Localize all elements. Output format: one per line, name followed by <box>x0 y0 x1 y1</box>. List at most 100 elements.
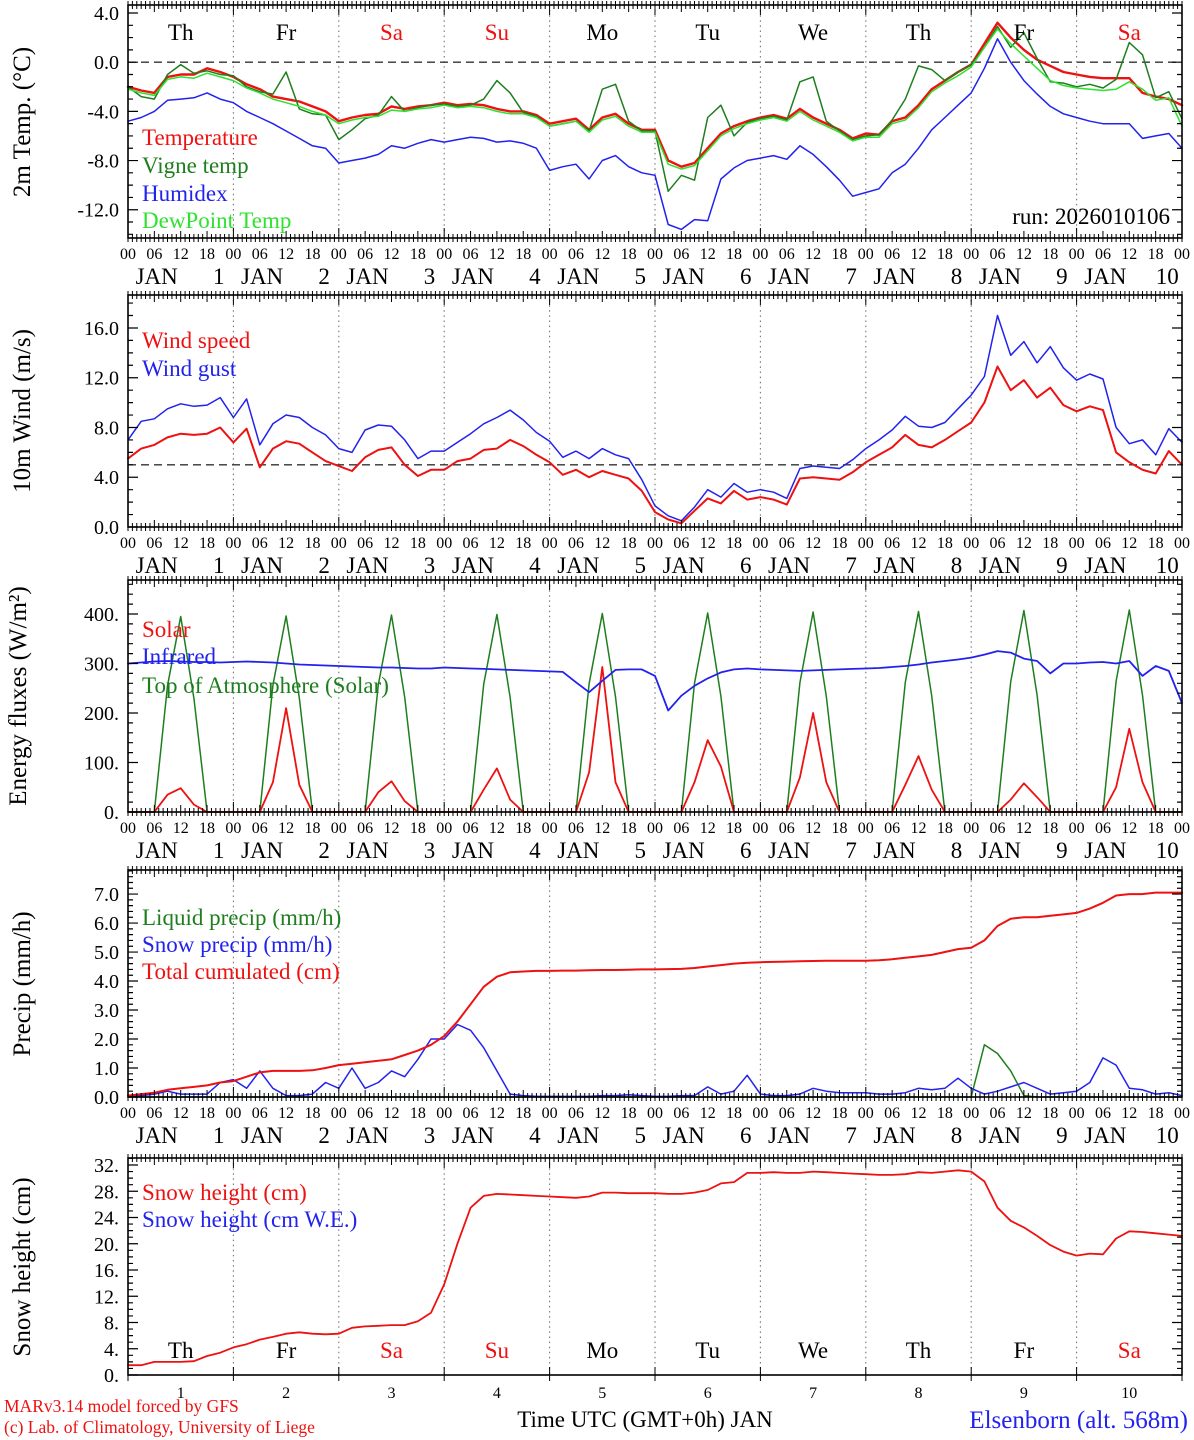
x-day-number: 6 <box>740 1123 752 1148</box>
x-hour-label: 18 <box>410 1105 426 1122</box>
x-day-number: 9 <box>1056 838 1068 863</box>
day-of-week-label: We <box>798 20 828 45</box>
x-month-label: JAN <box>452 264 495 289</box>
y-ticks <box>128 1157 1182 1376</box>
y-tick-label: 16. <box>94 1260 119 1282</box>
x-hour-label: 00 <box>1174 820 1190 837</box>
x-hour-label: 18 <box>1042 820 1058 837</box>
x-hour-label: 00 <box>1174 246 1190 263</box>
x-hour-label: 06 <box>990 535 1006 552</box>
x-hour-label: 12 <box>1121 246 1137 263</box>
x-month-label: JAN <box>663 264 706 289</box>
x-hour-label: 18 <box>199 1105 215 1122</box>
x-hour-label: 00 <box>858 820 874 837</box>
x-hour-label: 06 <box>146 820 162 837</box>
x-hour-label: 06 <box>990 820 1006 837</box>
y-tick-label: 4.0 <box>94 467 119 489</box>
y-axis-title-temp: 2m Temp. (°C) <box>9 47 36 197</box>
y-tick-label: -4.0 <box>87 101 119 123</box>
x-month-label: JAN <box>241 1123 284 1148</box>
day-of-week-label: Th <box>906 1338 932 1363</box>
x-hour-label: 12 <box>700 535 716 552</box>
y-ticks <box>128 12 1182 235</box>
x-month-label: JAN <box>873 264 916 289</box>
x-hour-label: 18 <box>937 246 953 263</box>
x-day-number: 6 <box>740 264 752 289</box>
x-day-number: 5 <box>635 264 647 289</box>
y-tick-label: 8.0 <box>94 417 119 439</box>
x-hour-label: 06 <box>146 535 162 552</box>
x-hour-label: 18 <box>831 535 847 552</box>
day-of-week-label: Sa <box>1118 20 1141 45</box>
x-month-label: JAN <box>979 553 1022 578</box>
y-tick-label: 12.0 <box>84 368 119 390</box>
day-of-week-label: Th <box>168 20 194 45</box>
legend-wind-gust: Wind gust <box>142 356 237 381</box>
x-hour-label: 18 <box>831 820 847 837</box>
x-hour-label: 12 <box>594 820 610 837</box>
x-month-label: JAN <box>346 553 389 578</box>
x-day-number: 7 <box>845 553 857 578</box>
x-hour-label: 06 <box>252 1105 268 1122</box>
x-hour-label: 12 <box>911 820 927 837</box>
x-hour-label: 06 <box>990 246 1006 263</box>
x-day-number: 7 <box>845 264 857 289</box>
x-hour-label: 00 <box>436 1105 452 1122</box>
x-hour-label: 18 <box>515 246 531 263</box>
x-day-number: 1 <box>213 553 225 578</box>
x-hour-label: 06 <box>884 535 900 552</box>
x-hour-label: 18 <box>410 246 426 263</box>
x-hour-label: 00 <box>120 820 136 837</box>
day-of-week-label: Fr <box>276 20 297 45</box>
x-hour-label: 00 <box>225 820 241 837</box>
legend-snow-height: Snow height (cm) <box>142 1180 307 1205</box>
x-day-number: 8 <box>951 264 963 289</box>
x-hour-label: 06 <box>357 246 373 263</box>
x-hour-label: 00 <box>331 535 347 552</box>
day-of-week-label: Mo <box>586 1338 618 1363</box>
x-hour-label: 18 <box>1148 820 1164 837</box>
x-hour-label: 06 <box>673 820 689 837</box>
legend-humidex: Humidex <box>142 181 228 206</box>
x-day-number: 10 <box>1156 264 1179 289</box>
y-tick-label: 0.0 <box>94 52 119 74</box>
x-hour-label: 18 <box>621 246 637 263</box>
x-month-label: JAN <box>663 838 706 863</box>
x-ticks <box>127 866 1183 1101</box>
x-day-number: 4 <box>529 553 541 578</box>
x-hour-label: 00 <box>752 535 768 552</box>
x-hour-label: 12 <box>173 820 189 837</box>
series-infrared <box>127 650 1183 712</box>
x-hour-label: 12 <box>911 246 927 263</box>
x-hour-label: 18 <box>621 1105 637 1122</box>
x-hour-label: 18 <box>621 535 637 552</box>
x-hour-label: 12 <box>173 535 189 552</box>
x-hour-label: 12 <box>700 1105 716 1122</box>
y-tick-label: 1.0 <box>94 1058 119 1080</box>
x-hour-label: 06 <box>146 1105 162 1122</box>
x-hour-label: 00 <box>1069 246 1085 263</box>
x-hour-label: 00 <box>647 535 663 552</box>
day-of-week-label: Tu <box>695 20 720 45</box>
x-hour-label: 12 <box>1121 535 1137 552</box>
x-hour-label: 06 <box>252 246 268 263</box>
x-day-number: 9 <box>1056 264 1068 289</box>
x-hour-label: 12 <box>173 246 189 263</box>
x-hour-label: 18 <box>199 246 215 263</box>
x-day-number: 3 <box>424 838 436 863</box>
x-hour-label: 06 <box>1095 820 1111 837</box>
x-hour-label: 12 <box>278 820 294 837</box>
x-hour-label: 18 <box>515 1105 531 1122</box>
x-day-number: 3 <box>424 1123 436 1148</box>
x-hour-label: 18 <box>831 246 847 263</box>
day-of-week-label: Th <box>906 20 932 45</box>
x-hour-label: 00 <box>647 1105 663 1122</box>
x-hour-label: 06 <box>568 820 584 837</box>
x-hour-label: 18 <box>1042 1105 1058 1122</box>
x-hour-label: 00 <box>1069 1105 1085 1122</box>
day-gridlines <box>232 295 1078 527</box>
x-hour-label: 00 <box>331 820 347 837</box>
x-hour-label: 12 <box>805 535 821 552</box>
x-day-number: 5 <box>635 838 647 863</box>
x-hour-label: 00 <box>120 1105 136 1122</box>
